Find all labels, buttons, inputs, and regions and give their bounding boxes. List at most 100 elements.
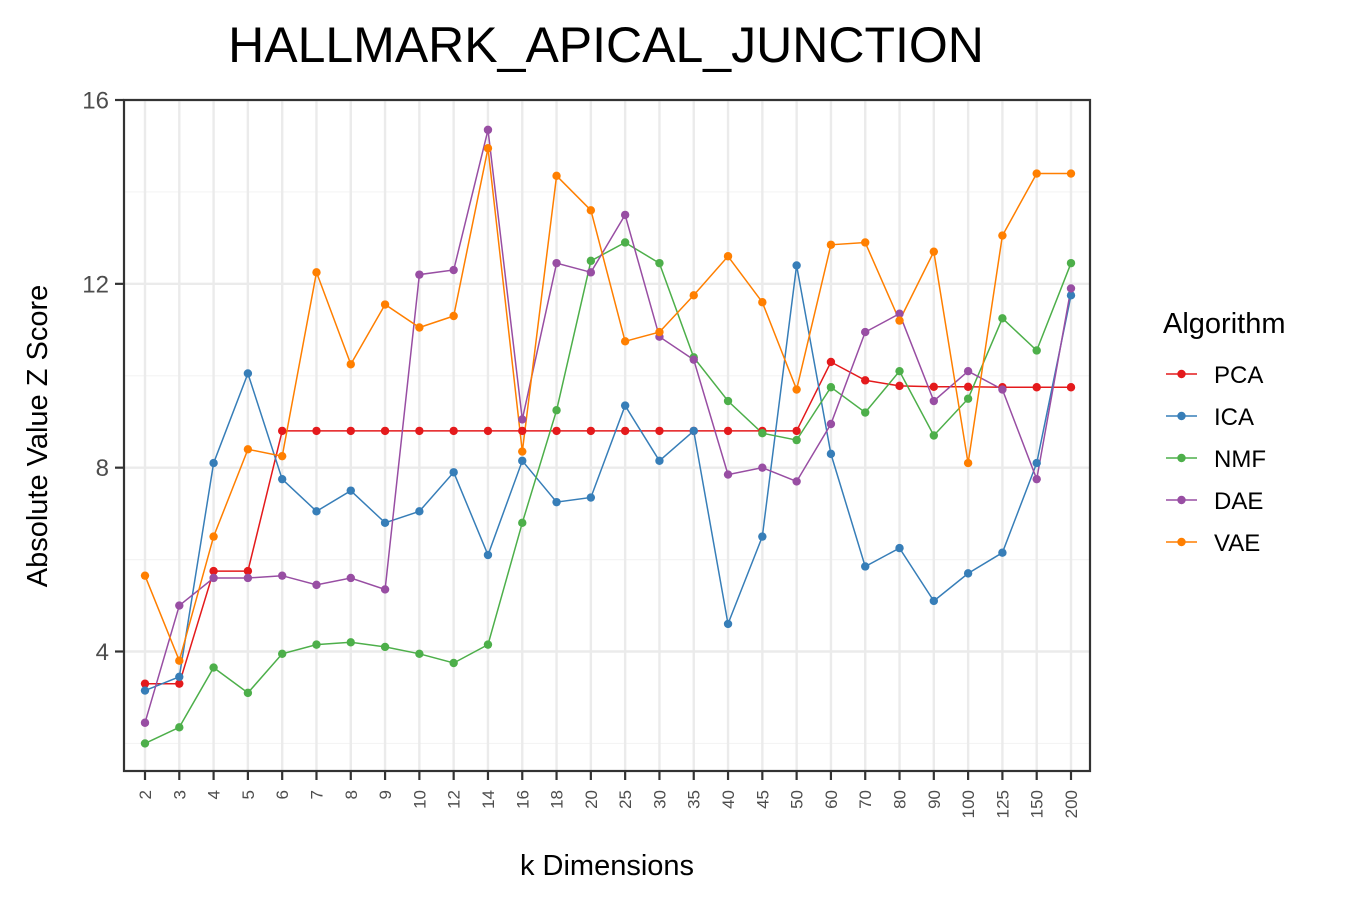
point-dae <box>552 258 561 268</box>
point-ica <box>723 619 733 629</box>
point-dae <box>723 470 733 479</box>
point-dae <box>346 573 355 583</box>
legend-label-ica: ICA <box>1214 404 1254 431</box>
point-dae <box>929 396 939 406</box>
point-pca <box>792 426 801 436</box>
point-ica <box>895 543 904 553</box>
point-nmf <box>518 518 527 528</box>
x-tick-label: 25 <box>616 790 635 809</box>
y-tick-label: 12 <box>82 271 109 298</box>
point-dae <box>140 718 150 727</box>
point-pca <box>861 376 870 385</box>
point-ica <box>415 507 424 516</box>
point-nmf <box>963 394 973 403</box>
legend-title: Algorithm <box>1163 308 1286 340</box>
point-dae <box>449 265 458 275</box>
y-axis: 4 8 12 16 <box>82 88 124 666</box>
point-nmf <box>140 739 150 748</box>
point-vae <box>449 311 458 321</box>
x-tick-label: 6 <box>273 790 292 799</box>
point-ica <box>380 518 390 528</box>
point-ica <box>861 562 870 571</box>
point-nmf <box>1032 346 1041 355</box>
point-ica <box>826 449 836 459</box>
point-dae <box>209 573 218 583</box>
x-axis-title: k Dimensions <box>520 850 694 882</box>
point-ica <box>449 468 458 477</box>
series-points <box>140 125 1076 748</box>
point-vae <box>929 247 939 256</box>
point-vae <box>655 327 664 337</box>
x-tick-label: 14 <box>479 790 498 809</box>
point-dae <box>963 366 973 376</box>
legend-label-pca: PCA <box>1214 362 1263 389</box>
point-ica <box>312 507 321 516</box>
point-dae <box>689 355 698 364</box>
y-tick-label: 16 <box>82 88 109 115</box>
point-vae <box>895 316 904 325</box>
point-nmf <box>895 366 904 376</box>
point-ica <box>552 497 561 507</box>
x-tick-label: 2 <box>136 790 155 799</box>
point-nmf <box>175 723 184 732</box>
point-vae <box>277 451 287 461</box>
point-vae <box>346 360 355 369</box>
legend-label-vae: VAE <box>1214 530 1260 557</box>
point-ica <box>758 532 767 541</box>
point-dae <box>1032 474 1041 484</box>
point-ica <box>346 486 355 495</box>
point-nmf <box>449 658 458 668</box>
point-dae <box>586 268 596 277</box>
point-pca <box>277 426 287 436</box>
point-ica <box>518 456 527 465</box>
point-vae <box>620 337 630 346</box>
y-tick-label: 4 <box>96 639 109 666</box>
point-dae <box>312 580 321 590</box>
point-vae <box>140 571 150 580</box>
point-dae <box>1066 284 1076 293</box>
x-tick-label: 30 <box>650 790 669 809</box>
point-dae <box>483 125 493 135</box>
point-vae <box>586 206 596 215</box>
point-nmf <box>552 406 561 415</box>
point-ica <box>209 458 218 468</box>
point-ica <box>140 686 150 695</box>
point-pca <box>415 426 424 436</box>
point-pca <box>140 679 150 688</box>
point-pca <box>552 426 561 436</box>
point-vae <box>312 268 321 277</box>
point-vae <box>963 458 973 468</box>
point-pca <box>518 426 527 436</box>
point-ica <box>586 493 596 502</box>
point-ica <box>1032 458 1041 468</box>
x-tick-label: 90 <box>925 790 944 809</box>
x-tick-label: 100 <box>959 790 978 818</box>
point-nmf <box>277 649 287 659</box>
point-dae <box>277 571 287 580</box>
x-tick-label: 7 <box>307 790 326 799</box>
point-ica <box>175 672 184 681</box>
point-vae <box>826 240 836 249</box>
point-dae <box>243 573 253 583</box>
x-tick-label: 18 <box>548 790 567 809</box>
point-dae <box>861 327 870 337</box>
point-pca <box>175 679 184 688</box>
point-dae <box>826 419 836 429</box>
point-pca <box>312 426 321 436</box>
legend-key-point-dae <box>1177 495 1186 505</box>
point-dae <box>518 415 527 424</box>
x-tick-label: 9 <box>376 790 395 799</box>
x-tick-label: 80 <box>891 790 910 809</box>
series-line-nmf <box>144 241 1072 745</box>
point-pca <box>449 426 458 436</box>
point-vae <box>380 300 390 309</box>
legend-label-nmf: NMF <box>1214 446 1266 473</box>
legend-key-point-pca <box>1177 369 1186 379</box>
point-pca <box>586 426 596 436</box>
legend: Algorithm PCA ICA NMF DAE VAE <box>1163 308 1286 557</box>
x-tick-label: 200 <box>1062 790 1081 818</box>
point-dae <box>415 270 424 279</box>
point-vae <box>758 298 767 307</box>
point-ica <box>1066 291 1076 300</box>
point-dae <box>792 477 801 486</box>
